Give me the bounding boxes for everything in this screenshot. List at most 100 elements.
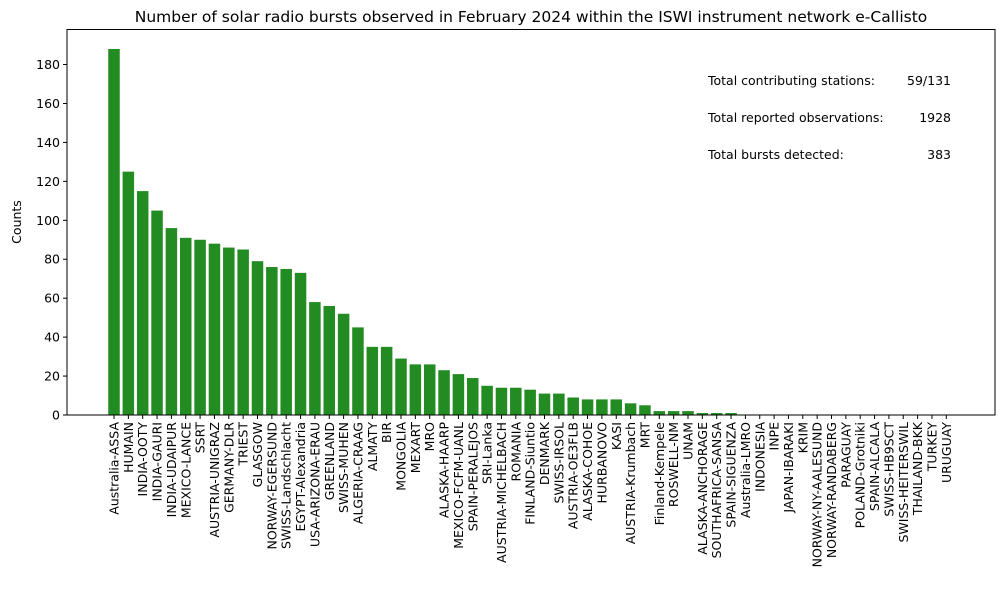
bar-22 bbox=[423, 364, 436, 415]
x-tick-label: ALASKA-ANCHORAGE bbox=[695, 422, 710, 555]
x-tick-label: AUSTRIA-MICHELBACH bbox=[494, 422, 509, 563]
x-tick-label: SWISS-HEITERSWIL bbox=[896, 422, 911, 543]
bar-17 bbox=[352, 327, 364, 415]
bar-13 bbox=[294, 272, 307, 415]
y-tick-label: 100 bbox=[36, 213, 60, 228]
y-axis-label: Counts bbox=[9, 200, 24, 244]
x-tick-label: SWISS-Landschlacht bbox=[279, 422, 294, 549]
x-tick-label: ROMANIA bbox=[508, 422, 523, 482]
x-tick-label: KASI bbox=[609, 422, 624, 450]
annotation-box: Total contributing stations: 59/131 Total … bbox=[707, 73, 951, 162]
bar-34 bbox=[596, 399, 608, 415]
x-tick-label: Finland-Kempele bbox=[652, 422, 667, 526]
x-tick-label: INDIA-GAURI bbox=[150, 422, 165, 501]
y-tick-label: 160 bbox=[36, 96, 60, 111]
bar-23 bbox=[438, 370, 450, 415]
bar-19 bbox=[380, 346, 393, 415]
y-tick-label: 120 bbox=[36, 174, 60, 189]
x-tick-label: TURKEY bbox=[924, 422, 939, 473]
x-tick-label: AUSTRIA-OE3FLB bbox=[566, 422, 581, 529]
x-tick-label: GERMANY-DLR bbox=[221, 422, 236, 513]
x-tick-label: MONGOLIA bbox=[394, 422, 409, 491]
bar-8 bbox=[223, 247, 235, 415]
annotation-value: 1928 bbox=[919, 110, 951, 125]
x-tick-label: MRO bbox=[422, 422, 437, 451]
x-tick-label: HUMAIN bbox=[121, 422, 136, 473]
bar-39 bbox=[667, 411, 680, 415]
chart-title: Number of solar radio bursts observed in… bbox=[135, 8, 928, 26]
x-tick-label: NORWAY-EGERSUND bbox=[264, 422, 279, 550]
y-tick-label: 60 bbox=[44, 291, 60, 306]
bar-33 bbox=[581, 399, 594, 415]
y-tick-label: 140 bbox=[36, 135, 60, 150]
bar-28 bbox=[510, 387, 522, 415]
bar-21 bbox=[409, 364, 422, 415]
x-tick-label: JAPAN-IBARAKI bbox=[781, 422, 796, 514]
y-tick-label: 80 bbox=[44, 252, 60, 267]
bar-4 bbox=[165, 228, 178, 415]
x-tick-label: GREENLAND bbox=[322, 422, 337, 500]
bar-24 bbox=[452, 374, 465, 415]
bar-6 bbox=[194, 239, 206, 415]
bar-14 bbox=[309, 302, 321, 415]
y-tick-label: 40 bbox=[44, 330, 60, 345]
bar-37 bbox=[639, 405, 651, 415]
bar-2 bbox=[136, 191, 149, 415]
x-tick-label: MRT bbox=[637, 422, 652, 449]
bar-25 bbox=[467, 378, 479, 415]
x-tick-label: URUGUAY bbox=[939, 422, 954, 483]
x-tick-label: SPAIN-SIGUENZA bbox=[724, 422, 739, 528]
bar-26 bbox=[481, 385, 493, 415]
x-tick-label: SRI-Lanka bbox=[480, 422, 495, 484]
bar-5 bbox=[180, 237, 192, 415]
bar-10 bbox=[251, 261, 264, 415]
x-tick-label: TRIEST bbox=[236, 422, 251, 467]
x-tick-label: ALMATY bbox=[365, 422, 380, 472]
bar-29 bbox=[524, 389, 536, 415]
x-tick-label: SSRT bbox=[193, 422, 208, 454]
x-tick-label: ROSWELL-NM bbox=[666, 422, 681, 507]
bar-38 bbox=[653, 411, 666, 415]
x-tick-label: BIR bbox=[379, 422, 394, 443]
bar-36 bbox=[624, 403, 637, 415]
bar-1 bbox=[122, 171, 135, 415]
x-tick-label: INPE bbox=[767, 422, 782, 451]
x-tick-label: ALGERIA-CRAAG bbox=[350, 422, 365, 524]
x-tick-label: PARAGUAY bbox=[838, 422, 853, 488]
x-tick-label: AUSTRIA-Krumbach bbox=[623, 422, 638, 544]
x-tick-label: MEXICO-FCFM-UANL bbox=[451, 422, 466, 549]
x-tick-label: AUSTRIA-UNIGRAZ bbox=[207, 422, 222, 538]
x-tick-label: UNAM bbox=[681, 422, 696, 460]
x-tick-label: SWISS-IRSOL bbox=[551, 422, 566, 504]
bar-15 bbox=[323, 305, 335, 415]
bar-3 bbox=[151, 210, 163, 415]
bar-0 bbox=[108, 48, 120, 415]
x-tick-label: SWISS-MUHEN bbox=[336, 422, 351, 513]
bar-9 bbox=[237, 249, 249, 415]
x-tick-label: SWISS-HB9SCT bbox=[881, 422, 896, 517]
bar-18 bbox=[366, 346, 379, 415]
x-tick-label: DENMARK bbox=[537, 421, 552, 485]
x-tick-label: KRIM bbox=[795, 422, 810, 453]
plot-frame bbox=[66, 29, 996, 416]
x-tick-label: NORWAY-NY-AALESUND bbox=[810, 422, 825, 567]
bar-20 bbox=[395, 358, 407, 415]
y-ticks-group: 0 20 40 60 80 100 120 140 160 180 bbox=[36, 57, 67, 423]
bars-group bbox=[108, 48, 737, 415]
x-tick-label: MEXICO-LANCE bbox=[178, 422, 193, 518]
x-ticks-group: Australia-ASSA HUMAIN INDIA-OOTY INDIA-GAUR… bbox=[107, 415, 954, 567]
y-tick-label: 0 bbox=[52, 408, 60, 423]
bar-40 bbox=[682, 411, 694, 415]
annotation-label: Total contributing stations: bbox=[707, 73, 875, 88]
x-tick-label: FINLAND-Siuntio bbox=[523, 422, 538, 525]
x-tick-label: POLAND-Grotniki bbox=[853, 422, 868, 528]
annotation-label: Total bursts detected: bbox=[707, 147, 844, 162]
bar-27 bbox=[495, 387, 508, 415]
x-tick-label: EGYPT-Alexandria bbox=[293, 422, 308, 532]
x-tick-label: GLASGOW bbox=[250, 422, 265, 487]
bar-16 bbox=[337, 313, 350, 415]
x-tick-label: SPAIN-ALCALA bbox=[867, 422, 882, 512]
bar-12 bbox=[280, 268, 292, 415]
x-tick-label: INDIA-UDAIPUR bbox=[164, 422, 179, 518]
